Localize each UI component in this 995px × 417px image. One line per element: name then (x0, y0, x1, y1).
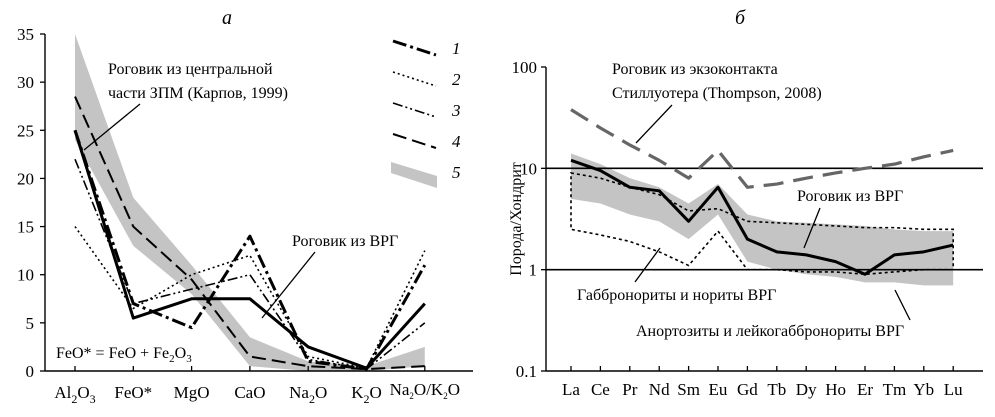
annotation-hornfels-vrg-b: Роговик из ВРГ (797, 188, 903, 205)
annotation-leader (83, 103, 141, 151)
panel-a-heading: а (222, 7, 232, 29)
annotation-leader (803, 207, 821, 249)
x-tick-label: CaO (234, 383, 265, 402)
y-tick-label: 0.1 (516, 362, 537, 381)
x-tick-label: Na2O (289, 383, 327, 406)
annotation-hornfels-central-line2: части ЗПМ (Карпов, 1999) (108, 85, 288, 102)
series-line-hornfels-vrg (570, 158, 954, 276)
panel-b: б 0.1 1 10 100 La Ce Pr Nd Sm Eu Gd Tb Dy Ho Er Tm Yb Lu… (508, 7, 983, 399)
legend-swatch-2 (392, 71, 437, 87)
y-tick-label: 25 (17, 121, 34, 140)
legend-label: 1 (452, 39, 461, 58)
y-tick-label: 30 (17, 73, 34, 92)
x-tick-label: Tb (767, 380, 786, 399)
legend-label: 4 (452, 132, 461, 151)
y-tick-label: 1 (529, 261, 538, 280)
legend-label: 3 (451, 101, 461, 120)
legend-swatch-3 (392, 102, 437, 118)
x-tick-label: Na2O/K2O (390, 380, 460, 401)
y-tick-label: 5 (26, 314, 35, 333)
annotation-leader (894, 289, 911, 321)
annotation-hornfels-vrg-a: Роговик из ВРГ (292, 233, 398, 250)
panel-b-y-axis-label: Порода/Хондрит (508, 162, 525, 276)
annotation-anorthosites: Анортозиты и лейкогаббронориты ВРГ (636, 323, 904, 340)
panel-a-legend: 1 2 3 4 5 (391, 39, 461, 188)
annotation-leader (261, 251, 316, 319)
annotation-hornfels-central-line1: Роговик из центральной (108, 61, 273, 78)
gabbronorite-band (570, 172, 955, 276)
x-tick-label: Gd (737, 380, 758, 399)
x-tick-label: K2O (351, 383, 382, 406)
panel-a-y-ticks: 0 5 10 15 20 25 30 35 (17, 25, 45, 381)
panel-b-x-ticks: La Ce Pr Nd Sm Eu Gd Tb Dy Ho Er Tm Yb Lu (562, 366, 963, 399)
y-tick-label: 0 (26, 362, 35, 381)
y-tick-label: 10 (520, 159, 537, 178)
x-tick-label: La (562, 380, 580, 399)
legend-label: 2 (452, 70, 461, 89)
annotation-leader (635, 104, 673, 144)
x-tick-label: MgO (174, 383, 210, 402)
grey-band-area (571, 153, 954, 286)
legend-swatch-1 (392, 39, 437, 57)
x-tick-label: Tm (883, 380, 907, 399)
panel-b-heading: б (735, 7, 746, 29)
y-tick-label: 10 (17, 266, 34, 285)
x-tick-label: Sm (677, 380, 700, 399)
annotation-gabbronorites: Габбронориты и нориты ВРГ (577, 287, 776, 304)
x-tick-label: Dy (796, 380, 817, 399)
x-tick-label: FeO* (114, 383, 152, 402)
series-line-stillwater (570, 108, 954, 189)
panel-b-y-ticks: 0.1 1 10 100 (512, 58, 546, 381)
panel-a-x-ticks: Al2O3 FeO* MgO CaO Na2O K2O Na2O/K2O (54, 366, 460, 406)
grey-band (571, 153, 954, 286)
annotation-stillwater-line1: Роговик из экзоконтакта (612, 61, 778, 78)
x-tick-label: Er (857, 380, 873, 399)
x-tick-label: Lu (944, 380, 963, 399)
legend-label: 5 (452, 163, 461, 182)
y-tick-label: 15 (17, 218, 34, 237)
annotation-leader (634, 247, 661, 283)
annotation-formula: FeO* = FeO + Fe2O3 (56, 345, 192, 365)
y-tick-label: 100 (512, 58, 538, 77)
y-tick-label: 20 (17, 169, 34, 188)
x-tick-label: Ce (591, 380, 610, 399)
x-tick-label: Eu (709, 380, 728, 399)
x-tick-label: Al2O3 (54, 383, 95, 406)
panel-b-series (546, 108, 983, 276)
x-tick-label: Yb (913, 380, 934, 399)
legend-swatch-4 (392, 133, 437, 149)
y-tick-label: 35 (17, 25, 34, 44)
x-tick-label: Pr (622, 380, 637, 399)
series-line-4 (74, 96, 425, 371)
x-tick-label: Nd (649, 380, 670, 399)
x-tick-label: Ho (825, 380, 846, 399)
legend-swatch-5 (391, 162, 437, 188)
annotation-stillwater-line2: Стиллуотера (Thompson, 2008) (612, 85, 822, 102)
